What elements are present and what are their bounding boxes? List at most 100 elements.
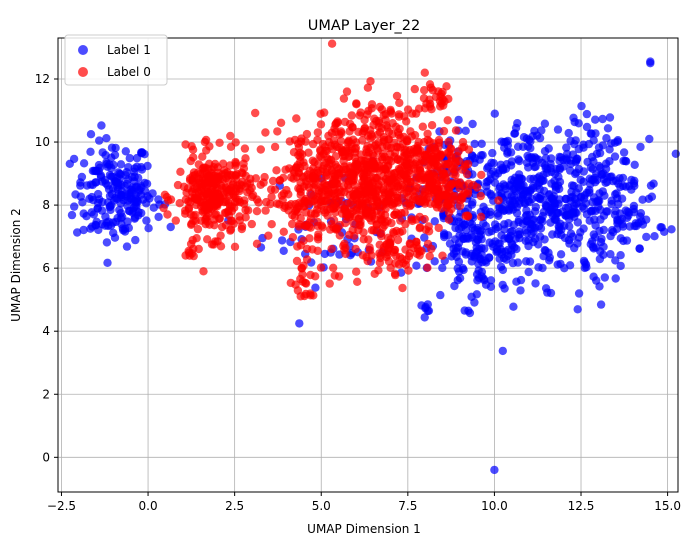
scatter-point-label-1 xyxy=(565,239,574,248)
scatter-point-label-1 xyxy=(484,177,493,186)
scatter-point-label-0 xyxy=(318,223,327,232)
scatter-point-label-1 xyxy=(505,180,515,189)
scatter-point-label-0 xyxy=(213,172,222,181)
scatter-point-label-0 xyxy=(288,233,298,242)
scatter-point-label-0 xyxy=(267,220,276,229)
scatter-point-label-0 xyxy=(189,216,198,225)
scatter-point-label-0 xyxy=(343,210,352,220)
scatter-point-label-0 xyxy=(395,253,405,262)
scatter-point-label-0 xyxy=(410,84,419,94)
x-tick-label: 7.5 xyxy=(398,499,417,513)
scatter-point-label-1 xyxy=(509,302,518,311)
scatter-point-label-1 xyxy=(461,126,470,135)
scatter-point-label-1 xyxy=(602,207,611,216)
scatter-point-label-1 xyxy=(584,139,594,149)
scatter-point-label-1 xyxy=(611,274,620,283)
y-tick-label: 4 xyxy=(42,324,50,338)
scatter-point-label-0 xyxy=(372,220,381,229)
scatter-point-label-1 xyxy=(646,57,655,66)
scatter-point-label-1 xyxy=(461,250,471,259)
scatter-point-label-1 xyxy=(515,234,524,243)
scatter-point-label-0 xyxy=(311,272,320,281)
scatter-point-label-1 xyxy=(572,208,581,217)
scatter-point-label-0 xyxy=(494,196,503,205)
scatter-point-label-0 xyxy=(410,131,420,140)
scatter-point-label-1 xyxy=(125,154,134,163)
scatter-point-label-0 xyxy=(458,137,468,147)
scatter-point-label-1 xyxy=(540,119,550,128)
scatter-point-label-1 xyxy=(645,134,654,144)
scatter-point-label-1 xyxy=(616,234,625,243)
scatter-point-label-0 xyxy=(397,209,406,218)
scatter-point-label-1 xyxy=(596,300,606,309)
scatter-point-label-0 xyxy=(364,235,373,244)
scatter-point-label-0 xyxy=(266,199,275,209)
scatter-point-label-0 xyxy=(391,270,400,280)
scatter-point-label-0 xyxy=(181,140,190,149)
scatter-point-label-1 xyxy=(538,217,547,226)
scatter-point-label-1 xyxy=(553,125,563,134)
scatter-point-label-0 xyxy=(339,182,348,191)
scatter-point-label-0 xyxy=(340,117,350,127)
scatter-point-label-0 xyxy=(329,263,338,272)
scatter-point-label-1 xyxy=(616,261,625,271)
scatter-point-label-0 xyxy=(360,186,369,195)
scatter-point-label-1 xyxy=(591,129,600,138)
scatter-point-label-0 xyxy=(292,256,302,266)
scatter-point-label-0 xyxy=(225,161,235,170)
scatter-point-label-0 xyxy=(395,166,404,175)
scatter-point-label-0 xyxy=(295,163,305,173)
scatter-point-label-0 xyxy=(203,235,212,244)
scatter-point-label-0 xyxy=(417,175,426,185)
scatter-point-label-1 xyxy=(538,195,547,204)
scatter-point-label-1 xyxy=(582,122,592,132)
scatter-point-label-1 xyxy=(111,177,121,187)
scatter-point-label-1 xyxy=(574,198,583,207)
scatter-point-label-0 xyxy=(398,139,407,149)
scatter-point-label-1 xyxy=(137,148,146,157)
scatter-point-label-0 xyxy=(426,83,436,92)
scatter-point-label-1 xyxy=(606,231,615,241)
scatter-point-label-0 xyxy=(193,168,203,177)
scatter-point-label-0 xyxy=(402,117,411,126)
scatter-point-label-1 xyxy=(535,177,544,187)
scatter-point-label-0 xyxy=(193,224,203,234)
scatter-point-label-1 xyxy=(619,148,629,157)
scatter-point-label-1 xyxy=(87,222,97,231)
scatter-point-label-1 xyxy=(535,185,544,194)
scatter-point-label-0 xyxy=(393,235,403,245)
legend-marker-label-0 xyxy=(78,67,88,77)
scatter-point-label-1 xyxy=(116,160,126,169)
scatter-point-label-1 xyxy=(490,465,499,475)
scatter-point-label-0 xyxy=(336,136,346,146)
scatter-point-label-0 xyxy=(353,277,362,286)
scatter-point-label-0 xyxy=(363,160,372,170)
scatter-point-label-0 xyxy=(210,159,220,169)
scatter-point-label-0 xyxy=(289,166,298,175)
scatter-point-label-0 xyxy=(403,105,413,114)
scatter-point-label-1 xyxy=(573,305,582,314)
scatter-point-label-0 xyxy=(401,219,410,229)
scatter-point-label-1 xyxy=(143,161,152,171)
scatter-point-label-1 xyxy=(534,263,543,272)
scatter-point-label-0 xyxy=(270,142,280,152)
legend: Label 1 Label 0 xyxy=(64,34,168,86)
scatter-point-label-0 xyxy=(363,83,373,92)
scatter-point-label-0 xyxy=(425,180,435,189)
scatter-point-label-0 xyxy=(272,166,281,175)
scatter-point-label-1 xyxy=(595,282,604,291)
scatter-point-label-1 xyxy=(507,157,517,166)
scatter-point-label-0 xyxy=(358,136,367,145)
scatter-point-label-0 xyxy=(159,203,168,213)
scatter-point-label-1 xyxy=(508,258,518,268)
scatter-point-label-0 xyxy=(418,122,427,131)
scatter-point-label-1 xyxy=(98,148,107,157)
scatter-point-label-1 xyxy=(123,201,132,210)
scatter-point-label-1 xyxy=(568,150,578,159)
scatter-point-label-0 xyxy=(251,174,261,183)
scatter-point-label-1 xyxy=(598,114,607,124)
scatter-point-label-1 xyxy=(102,134,111,143)
scatter-point-label-0 xyxy=(375,258,385,267)
scatter-point-label-0 xyxy=(298,277,307,286)
scatter-point-label-0 xyxy=(304,148,313,157)
